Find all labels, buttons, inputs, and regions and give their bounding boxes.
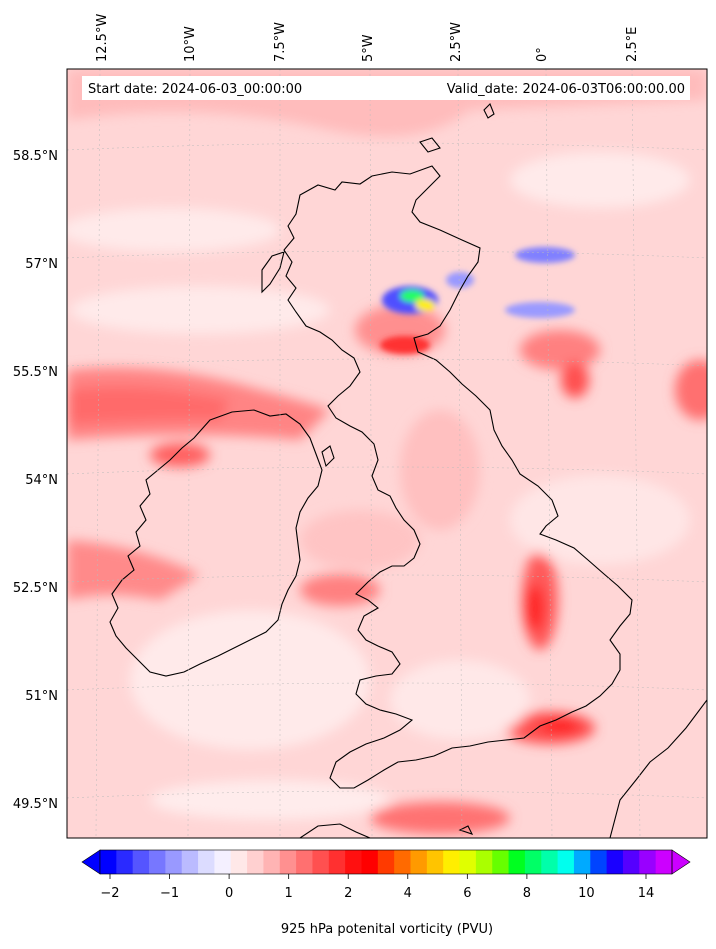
colorbar-cell [590, 850, 608, 874]
lon-label: 2.5°W [449, 22, 464, 62]
colorbar-cell [100, 850, 117, 874]
colorbar-cell [312, 850, 330, 874]
lat-label: 55.5°N [13, 365, 58, 380]
colorbar-cell [622, 850, 640, 874]
colorbar-cell [377, 850, 395, 874]
lon-label: 10°W [183, 26, 198, 62]
colorbar-ticks: −2 −1 0 1 2 4 6 8 10 14 [100, 874, 654, 901]
coast-isle-of-man [321, 445, 335, 468]
colorbar-cell [149, 850, 166, 874]
colorbar-cell [181, 850, 199, 874]
colorbar-cell [361, 850, 379, 874]
map-panel [67, 69, 707, 838]
lon-label: 5°W [361, 34, 376, 62]
colorbar-cell [198, 850, 215, 874]
lat-label: 58.5°N [13, 149, 58, 164]
colorbar: −2 −1 0 1 2 4 6 8 10 14 925 hPa potenital vortici… [81, 849, 691, 937]
colorbar-low-extend [81, 849, 101, 875]
colorbar-tick-label: 2 [344, 886, 352, 901]
colorbar-tick-label: −2 [100, 886, 119, 901]
colorbar-cell [639, 850, 657, 874]
colorbar-cell [247, 850, 264, 874]
colorbar-cell [606, 850, 624, 874]
colorbar-cell [475, 850, 493, 874]
map-frame [66, 68, 708, 839]
coastlines [109, 103, 707, 838]
pv-scotland-anomaly [380, 247, 575, 354]
start-date-label: Start date: 2024-06-03_00:00:00 [88, 82, 302, 97]
lon-label: 0° [535, 47, 550, 62]
colorbar-tick-label: 14 [638, 886, 655, 901]
colorbar-cell [263, 850, 281, 874]
colorbar-cell [132, 850, 150, 874]
colorbar-tick-label: 1 [285, 886, 293, 901]
colorbar-tick-label: 4 [404, 886, 412, 901]
colorbar-cell [279, 850, 297, 874]
colorbar-cell [443, 850, 461, 874]
coast-brittany [299, 823, 371, 838]
valid-date-label: Valid_date: 2024-06-03T06:00:00.00 [447, 82, 685, 97]
colorbar-frame [99, 849, 673, 875]
colorbar-high-extend [671, 849, 691, 875]
colorbar-cell [394, 850, 412, 874]
colorbar-cell [410, 850, 428, 874]
coast-ireland [109, 409, 323, 677]
colorbar-cell [459, 850, 477, 874]
coast-shetland [483, 103, 495, 119]
colorbar-cell [165, 850, 183, 874]
coast-outer-hebrides [261, 251, 285, 294]
colorbar-cell [426, 850, 444, 874]
colorbar-cell [328, 850, 346, 874]
colorbar-tick-label: 8 [523, 886, 531, 901]
lon-label: 12.5°W [95, 14, 110, 62]
colorbar-cell [116, 850, 134, 874]
colorbar-tick-label: 0 [225, 886, 233, 901]
colorbar-cell [508, 850, 526, 874]
lat-label: 57°N [25, 257, 58, 272]
colorbar-cell [655, 850, 673, 874]
colorbar-cell [230, 850, 248, 874]
colorbar-cell [492, 850, 510, 874]
longitude-labels: 12.5°W 10°W 7.5°W 5°W 2.5°W 0° 2.5°E [95, 14, 640, 62]
lon-label: 7.5°W [273, 22, 288, 62]
colorbar-cell [524, 850, 542, 874]
lat-label: 51°N [25, 689, 58, 704]
lat-label: 52.5°N [13, 581, 58, 596]
colorbar-cell [557, 850, 575, 874]
coast-continent [609, 699, 707, 838]
colorbar-tick-label: 6 [463, 886, 471, 901]
colorbar-cell [214, 850, 232, 874]
lat-label: 54°N [25, 473, 58, 488]
colorbar-cell [296, 850, 313, 874]
latitude-labels: 58.5°N 57°N 55.5°N 54°N 52.5°N 51°N 49.5… [13, 149, 58, 812]
colorbar-cell [345, 850, 362, 874]
colorbar-tick-label: −1 [160, 886, 179, 901]
coast-orkney [419, 137, 441, 153]
colorbar-cells [100, 850, 673, 874]
colorbar-cell [541, 850, 559, 874]
lat-label: 49.5°N [13, 797, 58, 812]
colorbar-label: 925 hPa potenital vorticity (PVU) [281, 922, 493, 937]
colorbar-tick-label: 10 [578, 886, 595, 901]
lon-label: 2.5°E [625, 27, 640, 62]
coast-channel-islands [458, 825, 474, 835]
colorbar-cell [573, 850, 591, 874]
graticule [67, 69, 707, 838]
header-box [82, 76, 690, 100]
coast-great-britain [283, 165, 633, 789]
